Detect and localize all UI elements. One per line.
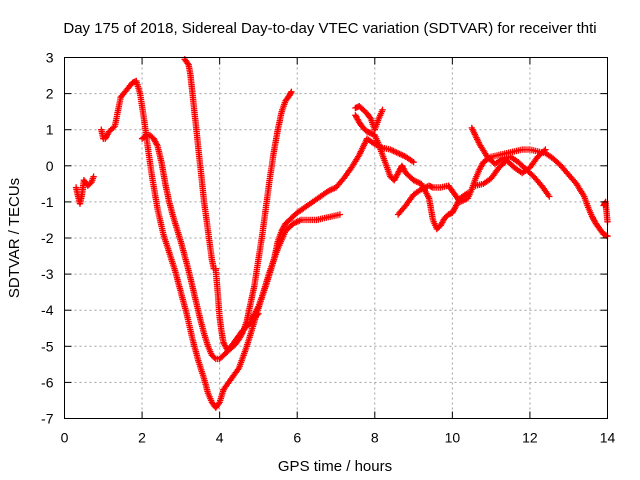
x-tick-label: 14 (600, 430, 616, 446)
series-track-l (472, 146, 549, 189)
y-tick-label: 0 (46, 158, 54, 174)
series-track-a (72, 173, 97, 207)
y-tick-label: -3 (41, 266, 54, 282)
data-point (410, 159, 417, 166)
y-tick-label: 2 (46, 86, 54, 102)
y-tick-label: -1 (41, 194, 54, 210)
data-point (211, 354, 218, 361)
x-tick-label: 12 (522, 430, 538, 446)
data-point (542, 146, 549, 153)
data-point (541, 147, 548, 154)
x-tick-label: 4 (216, 430, 224, 446)
y-tick-label: -4 (41, 302, 54, 318)
data-points (72, 56, 611, 411)
series-track-m (600, 198, 611, 225)
y-tick-label: -2 (41, 230, 54, 246)
data-point (141, 133, 148, 140)
x-tick-label: 2 (138, 430, 146, 446)
y-tick-label: 3 (46, 50, 54, 66)
series-track-b (98, 77, 227, 411)
data-point (90, 173, 97, 180)
data-point (379, 106, 386, 113)
x-tick-label: 0 (61, 430, 69, 446)
y-tick-label: -5 (41, 338, 54, 354)
y-axis-label: SDTVAR / TECUs (6, 178, 23, 298)
data-point (336, 211, 344, 218)
series-track-c (138, 131, 262, 363)
series-track-i (352, 112, 472, 233)
series-track-k (468, 124, 553, 200)
x-axis-label: GPS time / hours (278, 458, 392, 475)
grid-lines (64, 57, 608, 419)
data-point (288, 88, 295, 95)
x-tick-label: 6 (293, 430, 301, 446)
series-track-g (247, 135, 417, 325)
series-track-h (352, 103, 386, 133)
data-point (153, 141, 160, 148)
data-point (546, 193, 553, 200)
series-track-d (181, 56, 219, 272)
data-point (107, 127, 114, 134)
y-tick-label: -7 (41, 411, 54, 427)
x-tick-label: 10 (445, 430, 461, 446)
y-tick-label: 1 (46, 122, 54, 138)
data-point (184, 60, 191, 67)
y-tick-label: -6 (41, 374, 54, 390)
series-track-j (394, 146, 611, 240)
chart-title: Day 175 of 2018, Sidereal Day-to-day VTE… (63, 20, 596, 37)
series-track-e (212, 88, 295, 354)
x-tick-label: 8 (371, 430, 379, 446)
